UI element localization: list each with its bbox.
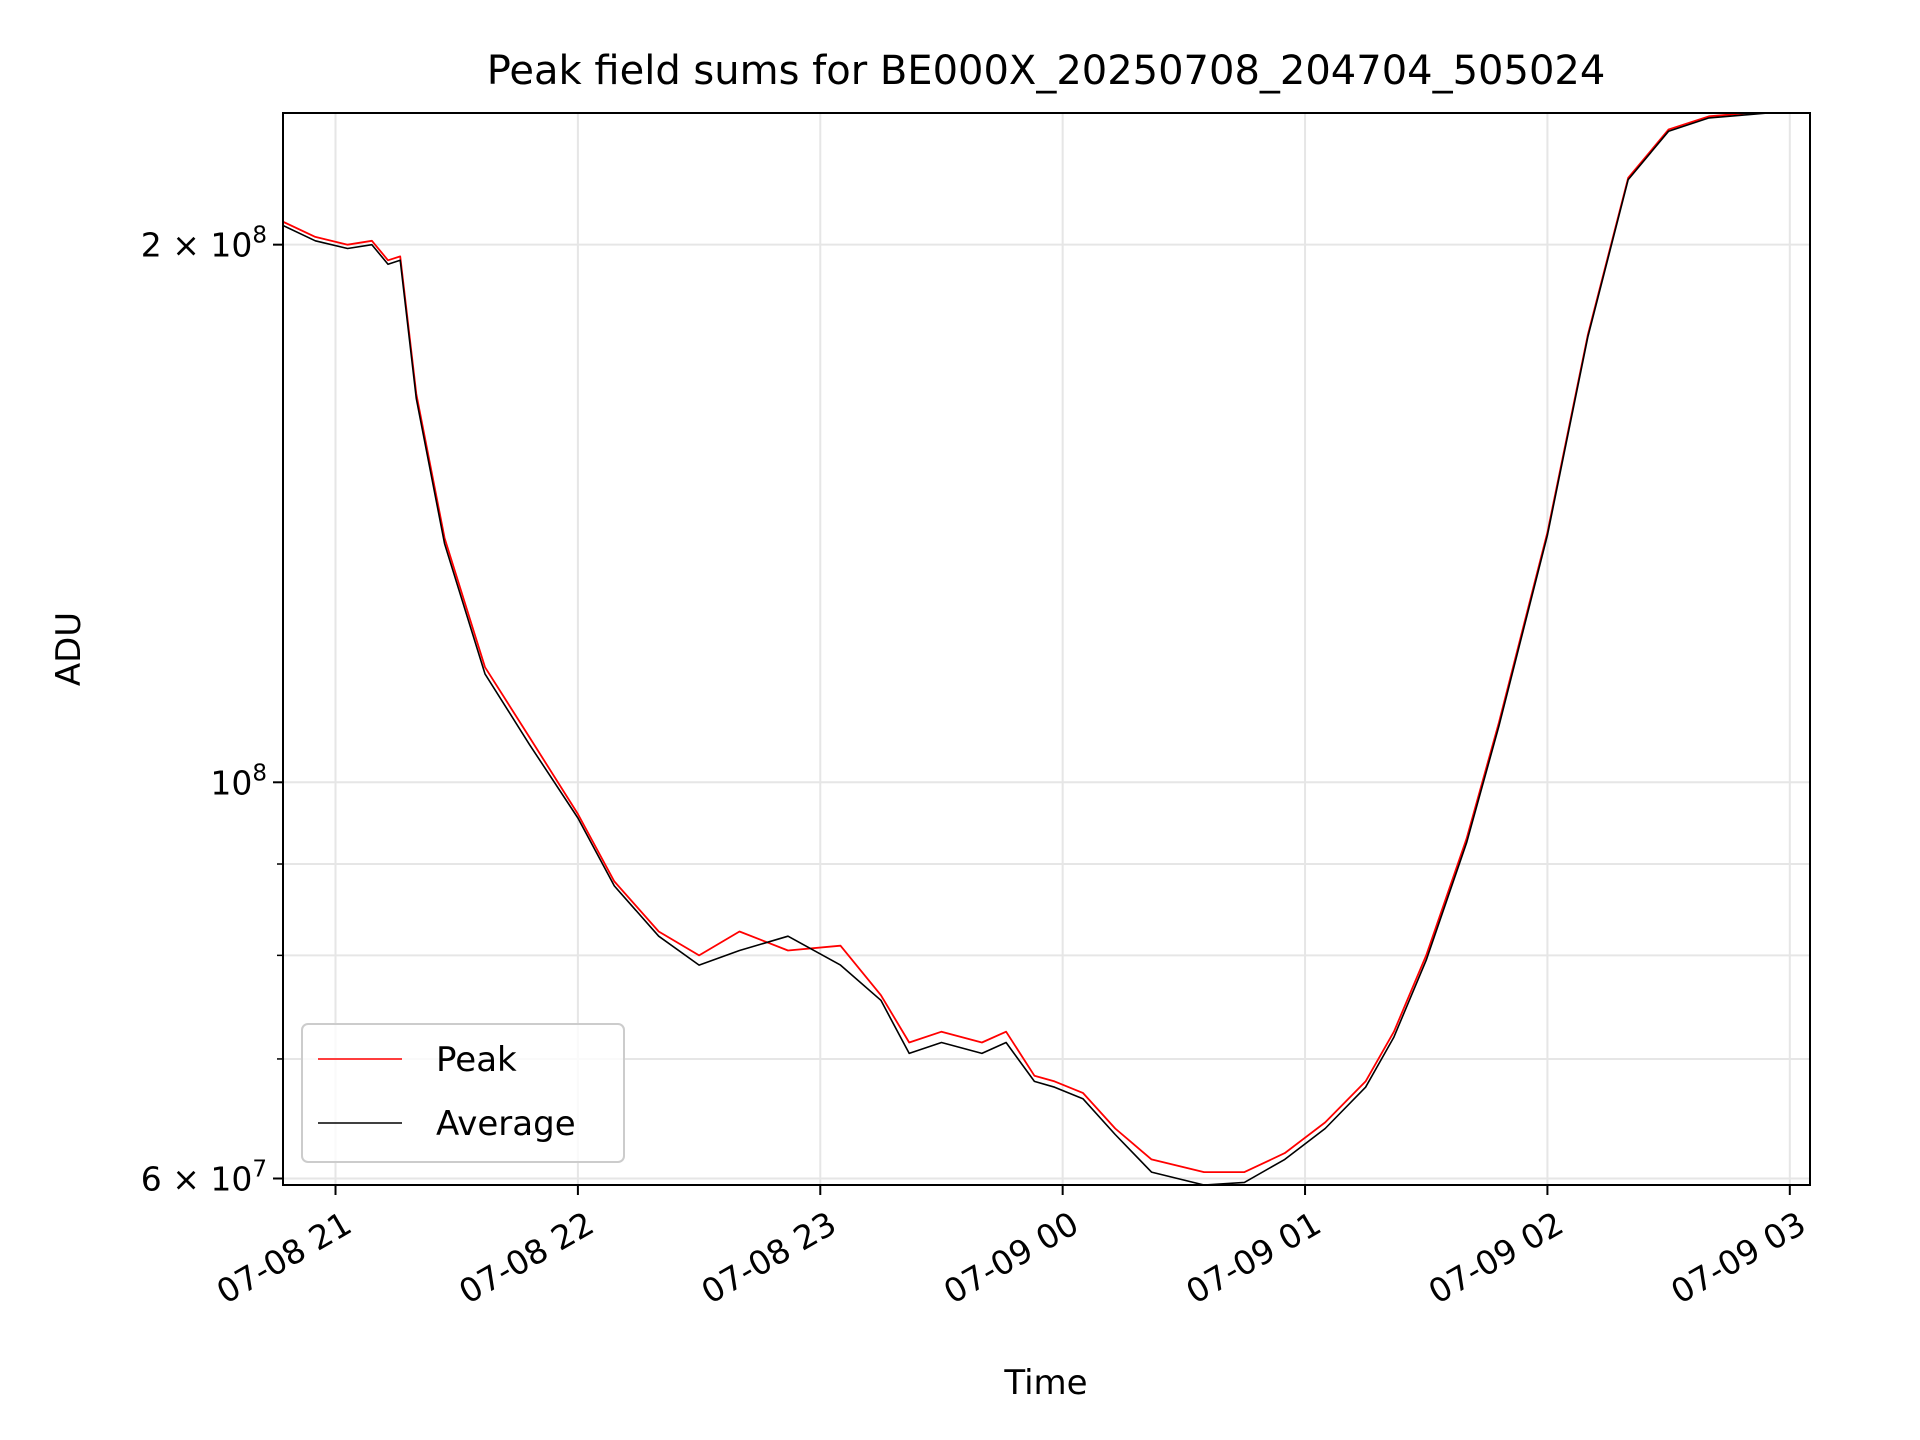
x-grid bbox=[334, 113, 1791, 1185]
x-axis-label: Time bbox=[1003, 1363, 1087, 1403]
legend-peak-label: Peak bbox=[436, 1040, 517, 1080]
series-line-peak bbox=[283, 113, 1760, 1173]
legend: Peak Average bbox=[301, 1023, 625, 1163]
y-tick-label: 2 × 108 bbox=[141, 223, 267, 265]
legend-average-label: Average bbox=[436, 1104, 576, 1144]
y-axis: 6 × 107 108 2 × 108 bbox=[141, 223, 283, 1199]
plot-area bbox=[283, 113, 1777, 1185]
y-tick-label: 6 × 107 bbox=[141, 1157, 267, 1199]
y-tick-label: 108 bbox=[210, 760, 267, 802]
y-axis-label: ADU bbox=[49, 612, 89, 686]
series-line-average bbox=[283, 113, 1777, 1185]
chart-title: Peak field sums for BE000X_20250708_2047… bbox=[487, 48, 1606, 94]
plot-frame bbox=[282, 112, 1811, 1186]
